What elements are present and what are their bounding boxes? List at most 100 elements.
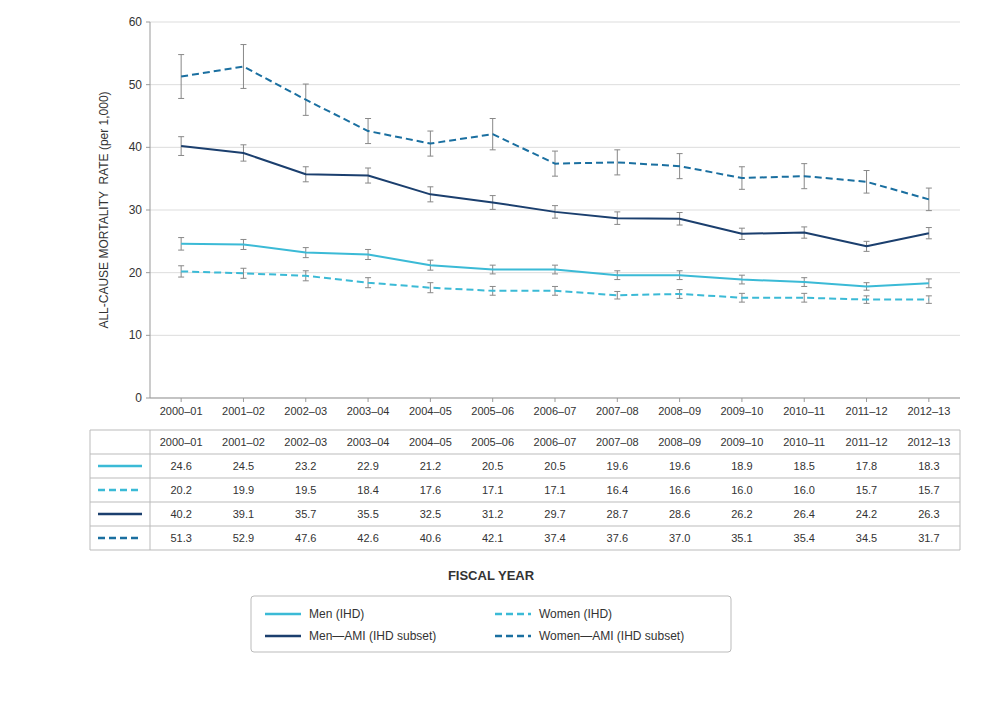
error-cap bbox=[240, 144, 246, 145]
x-tick-label: 2003–04 bbox=[347, 405, 390, 417]
error-cap bbox=[240, 161, 246, 162]
error-cap bbox=[490, 149, 496, 150]
error-cap bbox=[739, 239, 745, 240]
error-cap bbox=[614, 149, 620, 150]
table-value: 31.7 bbox=[918, 532, 939, 544]
error-cap bbox=[739, 302, 745, 303]
table-value: 24.6 bbox=[170, 460, 191, 472]
error-cap bbox=[739, 189, 745, 190]
table-header: 2012–13 bbox=[907, 436, 950, 448]
error-cap bbox=[490, 118, 496, 119]
table-value: 35.5 bbox=[357, 508, 378, 520]
grid-line bbox=[150, 22, 960, 23]
y-axis-line bbox=[150, 22, 151, 398]
error-cap bbox=[677, 178, 683, 179]
x-tick bbox=[804, 398, 805, 402]
table-value: 39.1 bbox=[233, 508, 254, 520]
table-value: 40.6 bbox=[420, 532, 441, 544]
error-cap bbox=[552, 295, 558, 296]
error-cap bbox=[614, 174, 620, 175]
table-value: 42.6 bbox=[357, 532, 378, 544]
table-value: 17.1 bbox=[482, 484, 503, 496]
table-header: 2009–10 bbox=[721, 436, 764, 448]
error-cap bbox=[178, 265, 184, 266]
y-tick-label: 0 bbox=[135, 391, 142, 405]
error-cap bbox=[490, 195, 496, 196]
error-cap bbox=[801, 188, 807, 189]
table-value: 35.1 bbox=[731, 532, 752, 544]
series-line bbox=[181, 66, 929, 199]
error-cap bbox=[303, 181, 309, 182]
table-value: 19.5 bbox=[295, 484, 316, 496]
table-value: 22.9 bbox=[357, 460, 378, 472]
error-cap bbox=[240, 268, 246, 269]
table-value: 37.6 bbox=[607, 532, 628, 544]
x-tick-label: 2006–07 bbox=[534, 405, 577, 417]
error-cap bbox=[178, 277, 184, 278]
legend-symbol bbox=[265, 613, 301, 616]
table-header: 2010–11 bbox=[783, 436, 825, 448]
table-value: 16.4 bbox=[607, 484, 628, 496]
x-tick-label: 2007–08 bbox=[596, 405, 639, 417]
y-tick-label: 20 bbox=[129, 266, 143, 280]
y-tick bbox=[146, 272, 150, 273]
error-cap bbox=[552, 205, 558, 206]
y-tick-label: 40 bbox=[129, 140, 143, 154]
legend-label: Women (IHD) bbox=[539, 607, 612, 621]
error-cap bbox=[801, 163, 807, 164]
table-value: 28.7 bbox=[607, 508, 628, 520]
x-tick bbox=[181, 398, 182, 402]
error-stem bbox=[804, 293, 805, 302]
table-rule bbox=[960, 430, 961, 550]
table-header: 2006–07 bbox=[534, 436, 577, 448]
y-tick bbox=[146, 147, 150, 148]
error-cap bbox=[178, 237, 184, 238]
error-cap bbox=[864, 241, 870, 242]
table-header: 2001–02 bbox=[222, 436, 265, 448]
table-value: 40.2 bbox=[170, 508, 191, 520]
error-cap bbox=[303, 257, 309, 258]
error-cap bbox=[490, 286, 496, 287]
error-cap bbox=[303, 280, 309, 281]
error-cap bbox=[303, 84, 309, 85]
table-value: 31.2 bbox=[482, 508, 503, 520]
error-cap bbox=[677, 225, 683, 226]
error-cap bbox=[864, 282, 870, 283]
error-cap bbox=[926, 210, 932, 211]
error-cap bbox=[240, 278, 246, 279]
table-header: 2004–05 bbox=[409, 436, 452, 448]
x-tick-label: 2008–09 bbox=[658, 405, 701, 417]
error-cap bbox=[864, 290, 870, 291]
error-cap bbox=[677, 153, 683, 154]
grid-line bbox=[150, 335, 960, 336]
error-cap bbox=[427, 186, 433, 187]
error-cap bbox=[490, 295, 496, 296]
error-cap bbox=[864, 170, 870, 171]
error-cap bbox=[552, 176, 558, 177]
error-stem bbox=[430, 283, 431, 293]
series bbox=[178, 45, 932, 211]
table-value: 29.7 bbox=[544, 508, 565, 520]
error-cap bbox=[677, 279, 683, 280]
table-symbol bbox=[98, 465, 142, 468]
y-tick-label: 30 bbox=[129, 203, 143, 217]
error-cap bbox=[739, 166, 745, 167]
error-stem bbox=[243, 45, 244, 89]
legend: Men (IHD)Women (IHD)Men—AMI (IHD subset)… bbox=[251, 596, 731, 652]
table-value: 51.3 bbox=[170, 532, 191, 544]
table-rule bbox=[90, 526, 960, 527]
error-cap bbox=[926, 238, 932, 239]
table-value: 16.0 bbox=[794, 484, 815, 496]
table-header: 2002–03 bbox=[284, 436, 327, 448]
x-tick bbox=[430, 398, 431, 402]
error-cap bbox=[801, 226, 807, 227]
error-cap bbox=[303, 247, 309, 248]
error-cap bbox=[303, 115, 309, 116]
table-value: 26.3 bbox=[918, 508, 939, 520]
error-cap bbox=[552, 218, 558, 219]
table-header: 2011–12 bbox=[846, 436, 888, 448]
x-tick bbox=[492, 398, 493, 402]
error-cap bbox=[365, 259, 371, 260]
table-value: 28.6 bbox=[669, 508, 690, 520]
table-symbol bbox=[98, 537, 142, 540]
